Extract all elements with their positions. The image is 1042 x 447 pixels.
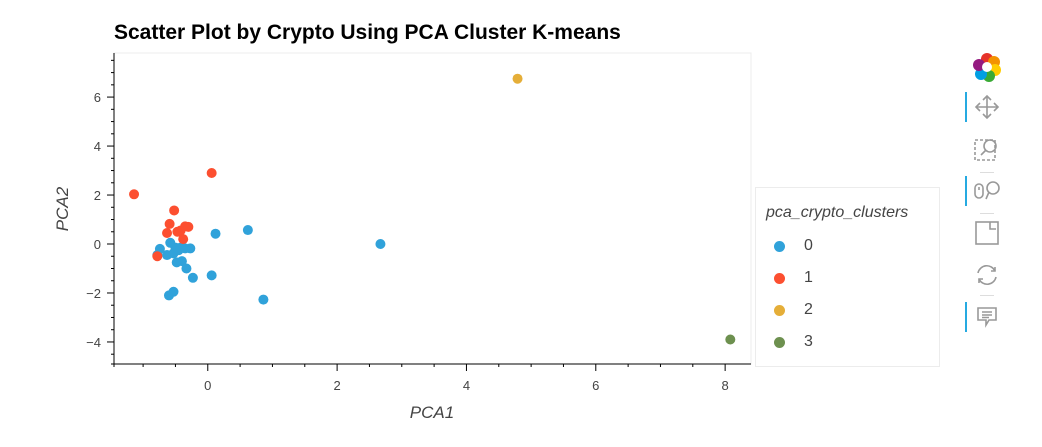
data-point-cluster-3[interactable] — [725, 334, 736, 345]
y-tick-label: 2 — [94, 188, 101, 203]
legend-label: 1 — [804, 269, 813, 286]
y-tick-label: 6 — [94, 90, 101, 105]
data-point-cluster-0[interactable] — [242, 225, 253, 236]
data-point-cluster-0[interactable] — [168, 286, 179, 297]
legend-swatch — [774, 336, 785, 348]
pan-icon — [974, 94, 1000, 120]
bokeh-logo-icon[interactable] — [962, 50, 1012, 84]
data-point-cluster-1[interactable] — [178, 234, 189, 245]
data-point-cluster-0[interactable] — [176, 256, 187, 267]
hover-icon — [977, 307, 997, 328]
data-point-cluster-1[interactable] — [152, 251, 163, 262]
data-point-cluster-0[interactable] — [258, 294, 269, 305]
legend-swatch — [774, 304, 785, 316]
x-tick-label: 0 — [204, 378, 211, 393]
data-point-cluster-0[interactable] — [187, 272, 198, 283]
legend-title: pca_crypto_clusters — [766, 204, 909, 221]
save-icon — [975, 221, 999, 245]
data-point-cluster-1[interactable] — [162, 227, 173, 238]
data-point-cluster-1[interactable] — [206, 167, 217, 178]
y-tick-label: 4 — [94, 139, 101, 154]
wheel-zoom-tool[interactable] — [962, 174, 1012, 208]
legend-item[interactable]: 1 — [774, 268, 813, 288]
data-point-cluster-1[interactable] — [164, 218, 175, 229]
data-point-cluster-0[interactable] — [185, 243, 196, 254]
data-point-cluster-1[interactable] — [129, 189, 140, 200]
wheel-zoom-icon — [974, 181, 1000, 200]
data-point-cluster-0[interactable] — [181, 263, 192, 274]
legend-label: 2 — [804, 301, 813, 318]
plot-area — [113, 52, 752, 365]
data-point-cluster-2[interactable] — [512, 73, 523, 84]
box-zoom-tool[interactable] — [962, 133, 1012, 167]
data-point-cluster-1[interactable] — [169, 205, 180, 216]
legend-item[interactable]: 0 — [774, 236, 813, 256]
hover-tool[interactable] — [962, 300, 1012, 334]
data-point-cluster-0[interactable] — [210, 228, 221, 239]
data-point-cluster-0[interactable] — [375, 239, 386, 250]
chart-title: Scatter Plot by Crypto Using PCA Cluster… — [114, 21, 621, 44]
save-tool[interactable] — [962, 216, 1012, 250]
legend-label: 0 — [804, 237, 813, 254]
x-axis-title: PCA1 — [410, 403, 454, 422]
data-points — [129, 73, 736, 345]
y-tick-label: −2 — [86, 286, 101, 301]
y-tick-label: −4 — [86, 335, 101, 350]
legend: pca_crypto_clusters 0 1 2 3 — [755, 187, 940, 367]
box-zoom-icon — [974, 139, 997, 161]
x-tick-label: 8 — [722, 378, 729, 393]
axes: −4 −2 0 2 4 6 0 2 4 6 8 — [86, 53, 751, 393]
reset-tool[interactable] — [962, 258, 1012, 292]
data-point-cluster-0[interactable] — [206, 270, 217, 281]
legend-item[interactable]: 3 — [774, 332, 813, 352]
legend-label: 3 — [804, 333, 813, 350]
legend-swatch — [774, 240, 785, 252]
x-tick-label: 6 — [592, 378, 599, 393]
reset-icon — [977, 265, 997, 285]
y-axis-title: PCA2 — [53, 186, 72, 231]
legend-item[interactable]: 2 — [774, 300, 813, 320]
x-tick-label: 2 — [333, 378, 340, 393]
pan-tool[interactable] — [962, 90, 1012, 124]
legend-swatch — [774, 272, 785, 284]
plot-toolbar — [962, 50, 1012, 350]
x-tick-label: 4 — [463, 378, 470, 393]
data-point-cluster-1[interactable] — [183, 221, 194, 232]
y-tick-label: 0 — [94, 237, 101, 252]
